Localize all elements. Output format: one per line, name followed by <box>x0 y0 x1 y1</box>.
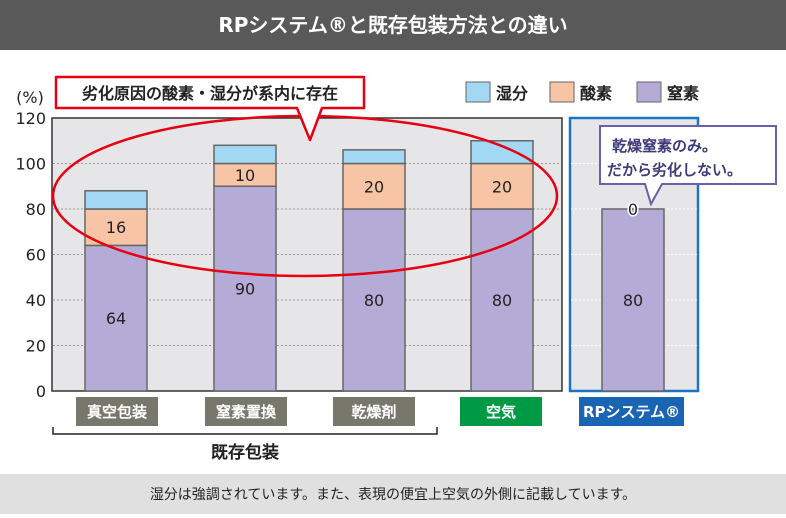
data-label-nitrogen: 80 <box>364 291 384 310</box>
y-axis-unit: (%) <box>16 88 44 107</box>
y-tick-label: 20 <box>26 337 46 356</box>
legend-label: 湿分 <box>495 84 528 103</box>
y-tick-label: 40 <box>26 291 46 310</box>
bar-segment-nitrogen <box>84 244 148 392</box>
data-label-nitrogen: 80 <box>492 291 512 310</box>
existing-callout-text: 劣化原因の酸素・湿分が系内に存在 <box>82 84 338 103</box>
page-title: RPシステム®と既存包装方法との違い <box>218 13 567 37</box>
bar-segment-nitrogen <box>213 185 277 392</box>
bar-segment-nitrogen <box>601 208 665 392</box>
rp-callout <box>599 125 777 207</box>
legend-label: 窒素 <box>667 84 699 103</box>
data-label-oxygen: 0 <box>628 200 638 219</box>
data-label-nitrogen: 90 <box>235 280 255 299</box>
legend-swatch <box>465 81 491 103</box>
bar-segment-oxygen <box>342 162 406 210</box>
legend-swatch <box>549 81 575 103</box>
footer-note: 湿分は強調されています。また、表現の便宜上空気の外側に記載しています。 <box>150 486 636 503</box>
bar-segment-moisture <box>84 190 148 210</box>
group-bracket <box>52 427 438 435</box>
bar-segment-moisture <box>342 149 406 165</box>
bar-segment-oxygen <box>470 162 534 210</box>
footer-band <box>0 474 786 514</box>
category-label-box <box>460 397 542 426</box>
category-label: 窒素置換 <box>216 403 277 421</box>
legend-label: 酸素 <box>580 84 612 103</box>
bar-segment-moisture <box>470 140 534 165</box>
y-tick-label: 0 <box>36 382 46 401</box>
data-label-nitrogen: 80 <box>623 291 643 310</box>
data-label-oxygen: 10 <box>235 166 255 185</box>
category-label-box <box>333 397 415 426</box>
existing-callout <box>54 75 366 142</box>
category-label-box <box>205 397 287 426</box>
y-tick-label: 60 <box>26 246 46 265</box>
y-tick-label: 120 <box>15 109 46 128</box>
category-label-box <box>579 397 684 426</box>
legend-swatch <box>636 81 662 103</box>
bar-segment-moisture <box>213 144 277 165</box>
category-label: 真空包装 <box>87 403 148 421</box>
data-label-nitrogen: 64 <box>106 309 126 328</box>
rp-callout-line1: 乾燥窒素のみ。 <box>612 137 717 155</box>
data-label-oxygen: 20 <box>492 177 512 196</box>
data-label-oxygen: 20 <box>364 177 384 196</box>
header-bar <box>0 0 786 50</box>
category-label: 空気 <box>486 403 516 421</box>
group-label: 既存包装 <box>211 442 279 463</box>
y-tick-label: 100 <box>15 155 46 174</box>
category-label: 乾燥剤 <box>351 403 396 421</box>
rp-callout-line2: だから劣化しない。 <box>607 161 742 179</box>
data-label-oxygen: 16 <box>106 218 126 237</box>
category-label-box <box>76 397 158 426</box>
category-label: RPシステム® <box>583 403 680 421</box>
bar-segment-nitrogen <box>342 208 406 392</box>
y-tick-label: 80 <box>26 200 46 219</box>
